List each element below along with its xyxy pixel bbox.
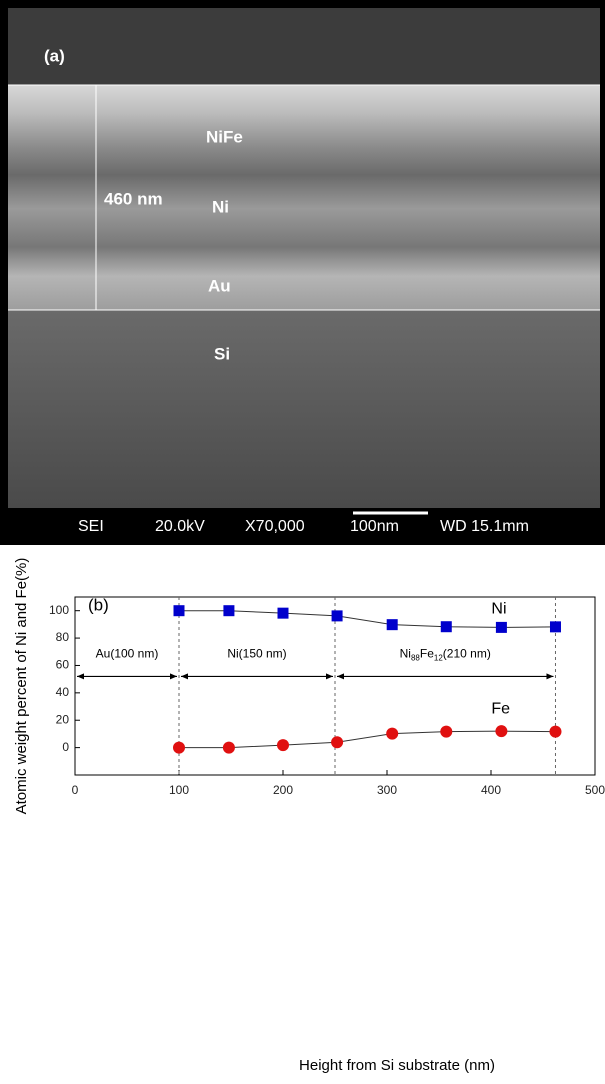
info-text: WD 15.1mm <box>440 518 529 535</box>
x-axis-label: Height from Si substrate (nm) <box>299 1057 495 1074</box>
y-tick-label: 20 <box>56 712 70 726</box>
marker <box>223 605 234 616</box>
marker <box>550 621 561 632</box>
marker <box>386 728 398 740</box>
marker <box>277 739 289 751</box>
arrow-head <box>546 673 553 679</box>
x-tick-label: 0 <box>72 783 79 797</box>
marker <box>495 725 507 737</box>
info-text: 20.0kV <box>155 518 205 535</box>
region-label: Au(100 nm) <box>96 647 159 661</box>
y-tick-label: 40 <box>56 685 70 699</box>
layer-label: Ni <box>212 197 229 216</box>
x-tick-label: 200 <box>273 783 293 797</box>
region-label-part: Fe <box>420 647 434 661</box>
layer-label: Si <box>214 344 230 363</box>
layer-label: Au <box>208 276 231 295</box>
x-tick-label: 100 <box>169 783 189 797</box>
arrow-head <box>170 673 177 679</box>
marker <box>441 621 452 632</box>
info-text: SEI <box>78 518 104 535</box>
region-label: Ni88Fe12(210 nm) <box>400 647 491 663</box>
marker <box>174 605 185 616</box>
marker <box>496 622 507 633</box>
y-axis-label: Atomic weight percent of Ni and Fe(%) <box>13 558 30 815</box>
marker <box>387 619 398 630</box>
arrow-head <box>77 673 84 679</box>
chart: (b) Height from Si substrate (nm) Atomic… <box>13 558 605 1074</box>
thickness-label: 460 nm <box>104 189 163 208</box>
x-tick-label: 500 <box>585 783 605 797</box>
region-label-part: Ni(150 nm) <box>227 647 286 661</box>
arrow-head <box>181 673 188 679</box>
marker <box>223 742 235 754</box>
x-tick-label: 300 <box>377 783 397 797</box>
marker <box>331 736 343 748</box>
y-tick-label: 0 <box>62 740 69 754</box>
series-label: Fe <box>491 700 510 717</box>
arrow-head <box>337 673 344 679</box>
marker <box>332 610 343 621</box>
panel-label: (a) <box>44 46 65 65</box>
marker <box>278 608 289 619</box>
x-tick-label: 400 <box>481 783 501 797</box>
y-tick-label: 80 <box>56 630 70 644</box>
sem-image: (a) NiFe 460 nm Ni Au Si SEI 20.0kV X70,… <box>0 0 605 545</box>
y-tick-label: 60 <box>56 658 70 672</box>
region-label-part: Ni <box>400 647 411 661</box>
region-label: Ni(150 nm) <box>227 647 286 661</box>
info-text: 100nm <box>350 518 399 535</box>
marker <box>440 726 452 738</box>
y-tick-label: 100 <box>49 603 69 617</box>
region-label-part: (210 nm) <box>443 647 491 661</box>
series-label: Ni <box>491 601 506 618</box>
marker <box>549 726 561 738</box>
layer-label: NiFe <box>206 127 243 146</box>
figure: (a) NiFe 460 nm Ni Au Si SEI 20.0kV X70,… <box>0 0 605 1084</box>
panel-label: (b) <box>88 595 109 614</box>
marker <box>173 742 185 754</box>
region-label-part: Au(100 nm) <box>96 647 159 661</box>
arrow-head <box>326 673 333 679</box>
info-text: X70,000 <box>245 518 305 535</box>
